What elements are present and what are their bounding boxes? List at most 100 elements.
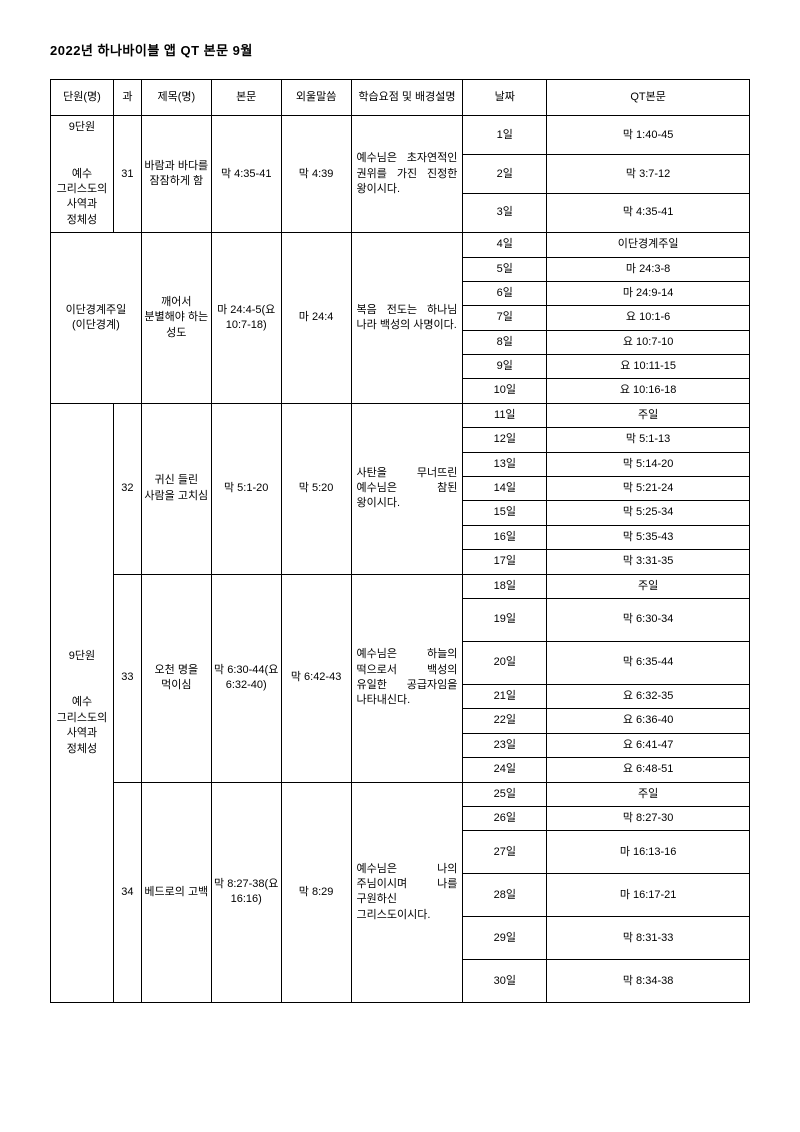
date-cell: 27일 bbox=[463, 831, 547, 874]
lesson-cell: 31 bbox=[113, 116, 141, 233]
table-row: 34 베드로의 고백 막 8:27-38(요 16:16) 막 8:29 예수님… bbox=[51, 782, 750, 806]
date-cell: 4일 bbox=[463, 233, 547, 257]
lesson-cell: 33 bbox=[113, 574, 141, 782]
topic-cell: 베드로의 고백 bbox=[141, 782, 211, 1003]
date-cell: 25일 bbox=[463, 782, 547, 806]
page-title: 2022년 하나바이블 앱 QT 본문 9월 bbox=[50, 40, 750, 59]
date-cell: 3일 bbox=[463, 194, 547, 233]
qt-cell: 막 8:34-38 bbox=[547, 960, 750, 1003]
qt-cell: 이단경계주일 bbox=[547, 233, 750, 257]
table-row: 33 오천 명을 먹이심 막 6:30-44(요 6:32-40) 막 6:42… bbox=[51, 574, 750, 598]
date-cell: 10일 bbox=[463, 379, 547, 403]
text-cell: 막 4:35-41 bbox=[211, 116, 281, 233]
qt-cell: 막 5:1-13 bbox=[547, 428, 750, 452]
memorize-cell: 막 6:42-43 bbox=[281, 574, 351, 782]
date-cell: 30일 bbox=[463, 960, 547, 1003]
qt-cell: 막 1:40-45 bbox=[547, 116, 750, 155]
date-cell: 26일 bbox=[463, 806, 547, 830]
header-date: 날짜 bbox=[463, 80, 547, 116]
date-cell: 29일 bbox=[463, 917, 547, 960]
qt-cell: 마 24:3-8 bbox=[547, 257, 750, 281]
memorize-cell: 막 8:29 bbox=[281, 782, 351, 1003]
qt-cell: 요 10:1-6 bbox=[547, 306, 750, 330]
date-cell: 19일 bbox=[463, 598, 547, 641]
lesson-cell: 32 bbox=[113, 403, 141, 574]
date-cell: 15일 bbox=[463, 501, 547, 525]
date-cell: 22일 bbox=[463, 709, 547, 733]
qt-cell: 주일 bbox=[547, 574, 750, 598]
qt-cell: 주일 bbox=[547, 782, 750, 806]
table-row: 9단원예수 그리스도의 사역과 정체성 32 귀신 들린 사람을 고치심 막 5… bbox=[51, 403, 750, 427]
date-cell: 23일 bbox=[463, 733, 547, 757]
desc-cell: 예수님은 초자연적인 권위를 가진 진정한 왕이시다. bbox=[351, 116, 463, 233]
text-cell: 막 8:27-38(요 16:16) bbox=[211, 782, 281, 1003]
date-cell: 28일 bbox=[463, 874, 547, 917]
qt-cell: 마 16:17-21 bbox=[547, 874, 750, 917]
qt-cell: 막 8:31-33 bbox=[547, 917, 750, 960]
date-cell: 8일 bbox=[463, 330, 547, 354]
qt-cell: 막 5:25-34 bbox=[547, 501, 750, 525]
qt-cell: 요 6:48-51 bbox=[547, 758, 750, 782]
qt-schedule-table: 단원(명) 과 제목(명) 본문 외울말씀 학습요점 및 배경설명 날짜 QT본… bbox=[50, 79, 750, 1003]
lesson-cell: 34 bbox=[113, 782, 141, 1003]
memorize-cell: 막 5:20 bbox=[281, 403, 351, 574]
qt-cell: 막 6:35-44 bbox=[547, 641, 750, 684]
qt-cell: 마 24:9-14 bbox=[547, 281, 750, 305]
date-cell: 9일 bbox=[463, 355, 547, 379]
desc-cell: 복음 전도는 하나님 나라 백성의 사명이다. bbox=[351, 233, 463, 404]
header-topic: 제목(명) bbox=[141, 80, 211, 116]
memorize-cell: 마 24:4 bbox=[281, 233, 351, 404]
qt-cell: 마 16:13-16 bbox=[547, 831, 750, 874]
qt-cell: 막 5:14-20 bbox=[547, 452, 750, 476]
date-cell: 13일 bbox=[463, 452, 547, 476]
qt-cell: 요 10:16-18 bbox=[547, 379, 750, 403]
qt-cell: 막 3:31-35 bbox=[547, 550, 750, 574]
date-cell: 7일 bbox=[463, 306, 547, 330]
header-text: 본문 bbox=[211, 80, 281, 116]
date-cell: 20일 bbox=[463, 641, 547, 684]
topic-cell: 오천 명을 먹이심 bbox=[141, 574, 211, 782]
qt-cell: 막 8:27-30 bbox=[547, 806, 750, 830]
header-desc: 학습요점 및 배경설명 bbox=[351, 80, 463, 116]
text-cell: 막 5:1-20 bbox=[211, 403, 281, 574]
table-header-row: 단원(명) 과 제목(명) 본문 외울말씀 학습요점 및 배경설명 날짜 QT본… bbox=[51, 80, 750, 116]
date-cell: 6일 bbox=[463, 281, 547, 305]
unit-cell: 이단경계주일(이단경계) bbox=[51, 233, 142, 404]
date-cell: 18일 bbox=[463, 574, 547, 598]
qt-cell: 요 10:11-15 bbox=[547, 355, 750, 379]
date-cell: 2일 bbox=[463, 155, 547, 194]
qt-cell: 막 5:35-43 bbox=[547, 525, 750, 549]
qt-cell: 요 6:41-47 bbox=[547, 733, 750, 757]
date-cell: 12일 bbox=[463, 428, 547, 452]
qt-cell: 막 5:21-24 bbox=[547, 477, 750, 501]
header-memorize: 외울말씀 bbox=[281, 80, 351, 116]
desc-cell: 예수님은 나의 주님이시며 나를 구원하신 그리스도이시다. bbox=[351, 782, 463, 1003]
date-cell: 11일 bbox=[463, 403, 547, 427]
header-unit: 단원(명) bbox=[51, 80, 114, 116]
date-cell: 5일 bbox=[463, 257, 547, 281]
header-lesson: 과 bbox=[113, 80, 141, 116]
topic-cell: 깨어서 분별해야 하는 성도 bbox=[141, 233, 211, 404]
qt-cell: 요 6:32-35 bbox=[547, 684, 750, 708]
header-qt: QT본문 bbox=[547, 80, 750, 116]
topic-cell: 귀신 들린 사람을 고치심 bbox=[141, 403, 211, 574]
qt-cell: 요 6:36-40 bbox=[547, 709, 750, 733]
memorize-cell: 막 4:39 bbox=[281, 116, 351, 233]
topic-cell: 바람과 바다를 잠잠하게 함 bbox=[141, 116, 211, 233]
unit-cell: 9단원예수 그리스도의 사역과 정체성 bbox=[51, 116, 114, 233]
qt-cell: 막 4:35-41 bbox=[547, 194, 750, 233]
unit-cell: 9단원예수 그리스도의 사역과 정체성 bbox=[51, 403, 114, 1002]
text-cell: 막 6:30-44(요 6:32-40) bbox=[211, 574, 281, 782]
date-cell: 16일 bbox=[463, 525, 547, 549]
document-page: 2022년 하나바이블 앱 QT 본문 9월 단원(명) 과 제목(명) 본문 … bbox=[0, 0, 800, 1043]
date-cell: 17일 bbox=[463, 550, 547, 574]
date-cell: 14일 bbox=[463, 477, 547, 501]
qt-cell: 요 10:7-10 bbox=[547, 330, 750, 354]
text-cell: 마 24:4-5(요 10:7-18) bbox=[211, 233, 281, 404]
table-row: 9단원예수 그리스도의 사역과 정체성 31 바람과 바다를 잠잠하게 함 막 … bbox=[51, 116, 750, 155]
date-cell: 1일 bbox=[463, 116, 547, 155]
desc-cell: 사탄을 무너뜨린 예수님은 참된 왕이시다. bbox=[351, 403, 463, 574]
qt-cell: 주일 bbox=[547, 403, 750, 427]
date-cell: 21일 bbox=[463, 684, 547, 708]
qt-cell: 막 6:30-34 bbox=[547, 598, 750, 641]
